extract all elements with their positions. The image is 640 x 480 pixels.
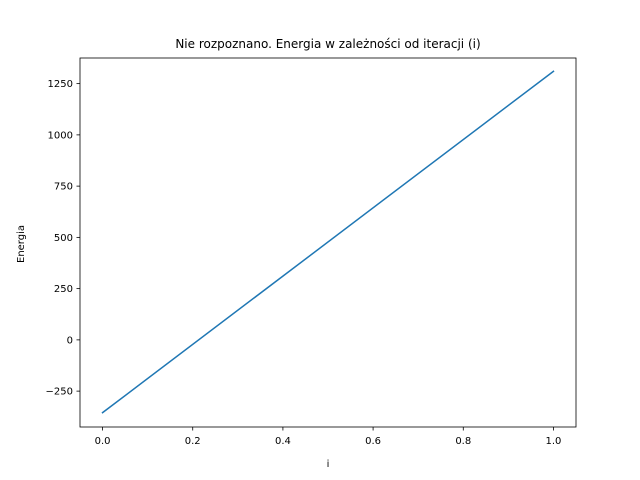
axes-frame: [79, 57, 577, 428]
y-tick-label: 1000: [48, 130, 73, 141]
y-axis-label: Energia: [16, 225, 27, 263]
x-tick-label: 0.0: [95, 436, 111, 447]
x-tick-label: 1.0: [546, 436, 562, 447]
plot-area: 0.0 0.2 0.4 0.6 0.8 1.0 −250 0 250 500 750 1000 1250: [46, 57, 577, 447]
y-tick-label: −250: [46, 387, 73, 398]
x-tick-label: 0.4: [275, 436, 291, 447]
x-tick-label: 0.6: [365, 436, 381, 447]
x-axis-label: i: [327, 459, 330, 470]
y-tick-label: 500: [54, 233, 73, 244]
x-tick-label: 0.2: [185, 436, 201, 447]
chart-title: Nie rozpoznano. Energia w zależności od …: [175, 37, 480, 51]
series-line-0: [101, 70, 555, 414]
x-tick-label: 0.8: [455, 436, 471, 447]
y-tick-label: 250: [54, 284, 73, 295]
y-tick-label: 1250: [48, 79, 73, 90]
y-tick-label: 0: [67, 335, 73, 346]
y-tick-label: 750: [54, 182, 73, 193]
